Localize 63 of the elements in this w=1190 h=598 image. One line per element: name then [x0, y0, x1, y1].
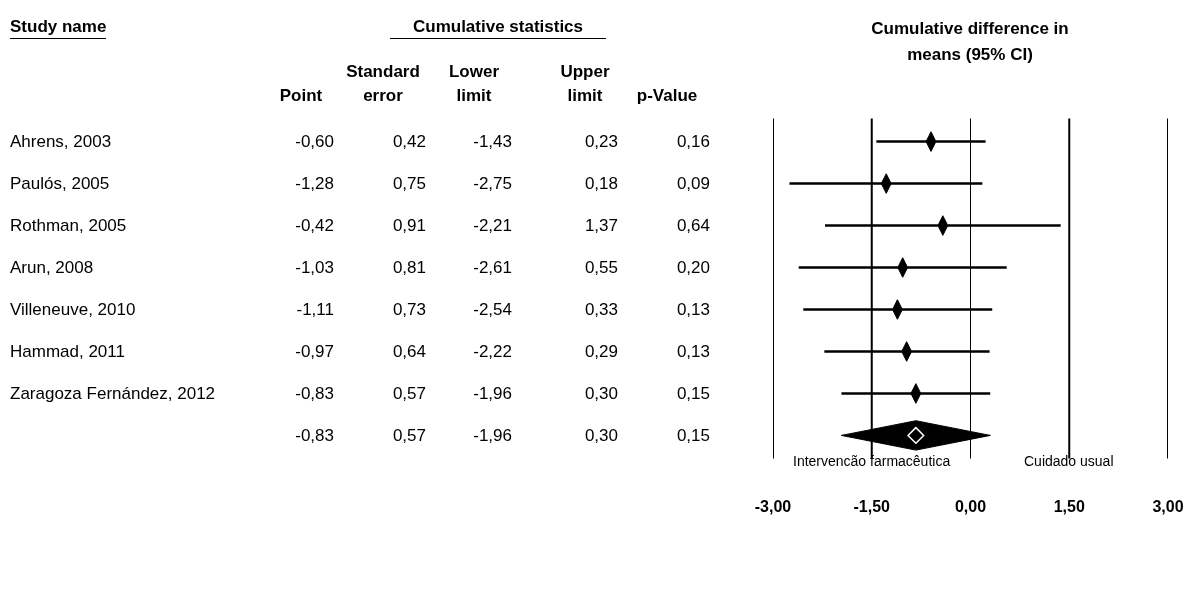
text: 0,57 [392, 426, 426, 445]
text: 0,64 [392, 342, 426, 361]
category-label: Upper limit [559, 61, 611, 107]
text: 0,15 [676, 426, 710, 445]
text: -2,61 [473, 258, 512, 277]
text: -1,11 [296, 300, 334, 319]
text: 0,81 [392, 258, 426, 277]
x-tick-label: 0,00 [954, 498, 987, 515]
text: -0,60 [295, 132, 334, 151]
text: 0,23 [584, 132, 618, 151]
point [907, 426, 925, 444]
text: -0,83 [295, 384, 334, 403]
category-label: p-Value [635, 85, 699, 107]
text: Study name [10, 16, 107, 39]
category-label: Ahrens, 2003 [10, 132, 112, 151]
category-label: Point [278, 85, 324, 107]
category-label: Zaragoza Fernández, 2012 [10, 384, 216, 403]
text: -2,22 [473, 342, 512, 361]
text: 0,20 [676, 258, 710, 277]
text: 0,91 [392, 216, 426, 235]
text: 0,73 [392, 300, 426, 319]
text: -1,96 [473, 426, 512, 445]
category-label: Arun, 2008 [10, 258, 94, 277]
text: 0,18 [584, 174, 618, 193]
text: 0,09 [676, 174, 710, 193]
x-tick-label: 3,00 [1152, 498, 1184, 515]
category-label: Lower limit [447, 61, 501, 107]
text: -0,42 [295, 216, 334, 235]
chart-title: Cumulative difference in means (95% CI) [870, 18, 1070, 66]
text: 0,30 [584, 384, 618, 403]
text: 0,30 [584, 426, 618, 445]
text: 0,57 [392, 384, 426, 403]
text: -2,75 [473, 174, 512, 193]
text: 0,75 [392, 174, 426, 193]
text: -2,21 [473, 216, 512, 235]
text: Cumulative statistics [390, 16, 606, 39]
text: -1,28 [295, 174, 334, 193]
text: 0,42 [392, 132, 426, 151]
category-label: Rothman, 2005 [10, 216, 127, 235]
text: 0,13 [676, 300, 710, 319]
text: -2,54 [473, 300, 512, 319]
category-label: Paulós, 2005 [10, 174, 110, 193]
text: 1,37 [584, 216, 618, 235]
text: -0,97 [295, 342, 334, 361]
text: -1,03 [295, 258, 334, 277]
text: -1,96 [473, 384, 512, 403]
text: 0,55 [584, 258, 618, 277]
x-tick-label: 1,50 [1053, 498, 1085, 515]
category-label: Hammad, 2011 [10, 342, 125, 361]
text: 0,29 [584, 342, 618, 361]
annotation: Cuidado usual [1024, 453, 1114, 469]
text: -0,83 [295, 426, 334, 445]
category-label: Standard error [345, 61, 421, 107]
text: 0,16 [676, 132, 710, 151]
text: -1,43 [473, 132, 512, 151]
text: 0,33 [584, 300, 618, 319]
x-tick-label: -1,50 [853, 498, 891, 515]
x-tick-label: -3,00 [754, 498, 792, 515]
text: 0,15 [676, 384, 710, 403]
category-label: Villeneuve, 2010 [10, 300, 136, 319]
text: 0,13 [676, 342, 710, 361]
text: 0,64 [676, 216, 710, 235]
annotation: Intervencão farmacêutica [793, 453, 951, 469]
